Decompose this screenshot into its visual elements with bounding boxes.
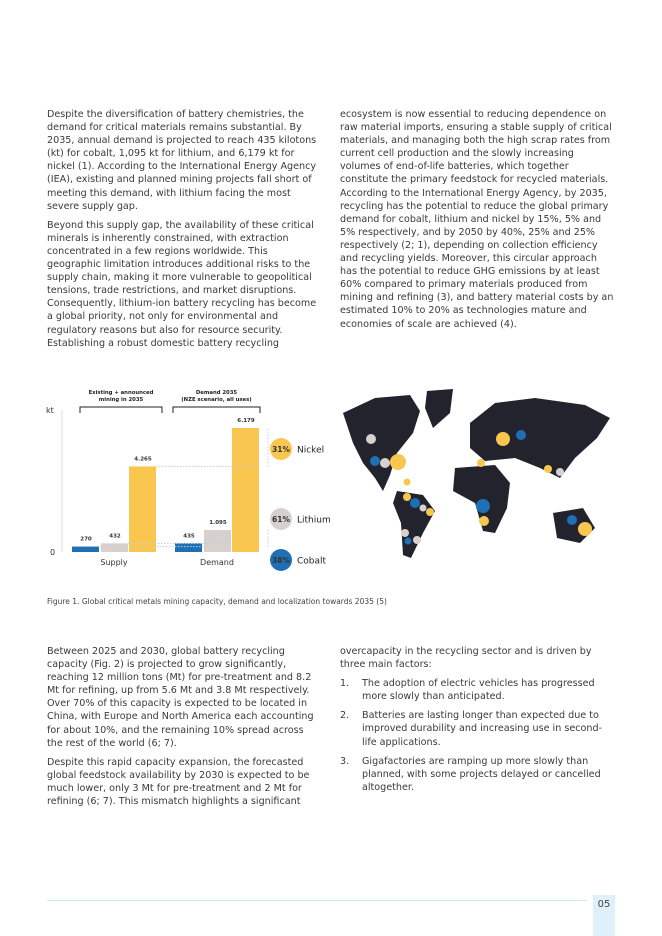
list-number: 1. <box>340 678 350 690</box>
gap-percent: 38% <box>272 556 290 565</box>
paragraph: Despite the diversification of battery c… <box>47 109 317 212</box>
bar-value-label: 432 <box>109 533 121 539</box>
bar-value-label: 4.265 <box>134 456 152 462</box>
list-item: 3. Gigafactories are ramping up more slow… <box>340 755 602 794</box>
paragraph: overcapacity in the recycling sector and… <box>340 646 592 671</box>
list-text: Gigafactories are ramping up more slowly… <box>362 755 601 793</box>
north-america <box>343 395 420 491</box>
factor-list: 1. The adoption of electric vehicles has … <box>340 677 602 794</box>
category-label: Supply <box>100 558 128 567</box>
footer-divider <box>47 900 587 901</box>
europe-asia <box>470 398 610 478</box>
paragraph: Between 2025 and 2030, global battery re… <box>47 646 314 749</box>
list-number: 3. <box>340 755 350 767</box>
bar-value-label: 6.179 <box>237 418 255 424</box>
continents <box>343 389 610 558</box>
bar-nickel <box>129 466 156 552</box>
group-label: (NZE scenario, all uses) <box>181 397 251 403</box>
text-column-left-top: Despite the diversification of battery c… <box>47 108 317 356</box>
series-label: Nickel <box>297 446 324 456</box>
text-column-left-bottom: Between 2025 and 2030, global battery re… <box>47 645 319 814</box>
bar-lithium <box>101 543 128 552</box>
paragraph: Despite this rapid capacity expansion, t… <box>47 756 310 808</box>
gap-percent: 31% <box>272 445 290 454</box>
y-axis-label: kt <box>46 406 54 415</box>
figure-caption: Figure 1. Global critical metals mining … <box>47 597 387 606</box>
paragraph: Beyond this supply gap, the availability… <box>47 219 317 349</box>
group-bracket <box>172 406 261 413</box>
paragraph: ecosystem is now essential to reducing d… <box>340 109 614 330</box>
group-label: Existing + announced <box>89 390 154 396</box>
bar-lithium <box>204 530 231 552</box>
text-column-right-top: ecosystem is now essential to reducing d… <box>340 108 616 337</box>
gap-circle-cobalt <box>270 549 292 571</box>
world-map <box>343 389 610 558</box>
list-item: 1. The adoption of electric vehicles has … <box>340 677 602 703</box>
group-bracket <box>79 406 163 413</box>
series-label: Cobalt <box>297 557 327 567</box>
y-tick-label: 0 <box>50 548 55 557</box>
bar-value-label: 270 <box>80 537 92 543</box>
gap-percent: 61% <box>272 515 290 524</box>
group-label: Demand 2035 <box>196 390 238 396</box>
bar-value-label: 435 <box>183 533 195 539</box>
group-label: mining in 2035 <box>99 397 144 403</box>
category-label: Demand <box>200 558 234 567</box>
deposit-markers <box>366 430 592 545</box>
gap-circle-lithium <box>270 508 292 530</box>
list-text: The adoption of electric vehicles has pr… <box>362 678 595 703</box>
list-number: 2. <box>340 710 350 722</box>
gap-circle-nickel <box>270 438 292 460</box>
africa <box>453 465 510 533</box>
page-number: 05 <box>593 895 615 936</box>
text-column-right-bottom: overcapacity in the recycling sector and… <box>340 645 602 800</box>
bar-value-label: 1.095 <box>209 520 227 526</box>
list-item: 2. Batteries are lasting longer than expe… <box>340 709 602 748</box>
bar-cobalt <box>72 546 99 552</box>
bar-nickel <box>232 428 259 552</box>
bar-cobalt <box>175 543 202 552</box>
list-text: Batteries are lasting longer than expect… <box>362 710 603 748</box>
greenland <box>425 389 453 428</box>
series-label: Lithium <box>297 516 331 526</box>
